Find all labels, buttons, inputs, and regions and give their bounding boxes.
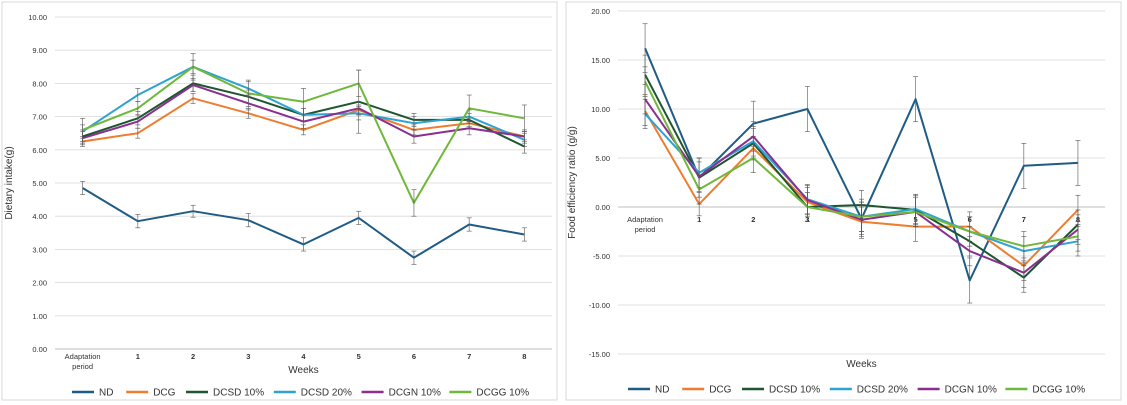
x-tick-label: Adaptation [65,352,101,361]
x-tick-label: 4 [301,352,306,361]
x-tick-label: 8 [522,352,526,361]
chart-border [1,1,558,401]
y-tick-label: 20.00 [591,7,610,16]
x-tick-label: 5 [357,352,361,361]
x-tick-label: 1 [136,352,140,361]
x-tick-label: period [635,225,656,234]
y-tick-label: 10.00 [591,105,610,114]
legend-label: ND [99,388,113,399]
y-tick-label: 1.00 [32,312,47,321]
y-tick-label: -10.00 [589,301,610,310]
x-tick-label: 2 [751,215,755,224]
y-tick-label: 15.00 [591,56,610,65]
x-axis-title: Weeks [846,359,876,370]
x-tick-label: period [72,362,93,371]
chart-border [565,1,1122,401]
legend-label: DCGG 10% [476,388,529,399]
y-axis-title: Food efficiency ratio (g/g) [567,126,578,239]
series-line [644,47,1078,282]
legend-label: DCGG 10% [1032,385,1085,396]
legend-label: DCGN 10% [389,388,441,399]
legend-label: ND [655,385,669,396]
y-axis-title: Dietary intake(g) [4,146,15,219]
y-tick-label: -15.00 [589,350,610,359]
x-tick-label: 2 [191,352,195,361]
legend-label: DCSD 20% [857,385,908,396]
x-axis-title: Weeks [288,365,318,376]
x-tick-label: 7 [1022,215,1026,224]
y-tick-label: 4.00 [32,212,47,221]
x-tick-label: 3 [246,352,250,361]
x-tick-label: 7 [467,352,471,361]
legend-label: DCSD 10% [769,385,820,396]
y-tick-label: 7.00 [32,113,47,122]
y-tick-label: 6.00 [32,146,47,155]
y-tick-label: 2.00 [32,279,47,288]
y-tick-label: -5.00 [593,252,610,261]
y-tick-label: 0.00 [32,345,47,354]
legend-label: DCGN 10% [945,385,997,396]
y-tick-label: 10.00 [28,13,47,22]
y-tick-label: 5.00 [595,154,610,163]
legend-label: DCG [153,388,175,399]
y-tick-label: 0.00 [595,203,610,212]
dietary-intake-chart: 0.00 1.00 2.00 3.00 4.00 5.00 6.00 7.00 8.00 9.00… [1,1,558,401]
x-tick-label: 1 [697,215,701,224]
food-efficiency-chart: -15.00 -10.00 -5.00 0.00 5.00 10.00 15.00 20.00… [565,1,1122,401]
y-tick-label: 3.00 [32,245,47,254]
x-tick-label: Adaptation [627,215,663,224]
legend-label: DCSD 20% [301,388,352,399]
legend-label: DCG [709,385,731,396]
x-tick-label: 6 [412,352,416,361]
legend-label: DCSD 10% [213,388,264,399]
y-tick-label: 5.00 [32,179,47,188]
y-tick-label: 9.00 [32,46,47,55]
y-tick-label: 8.00 [32,79,47,88]
